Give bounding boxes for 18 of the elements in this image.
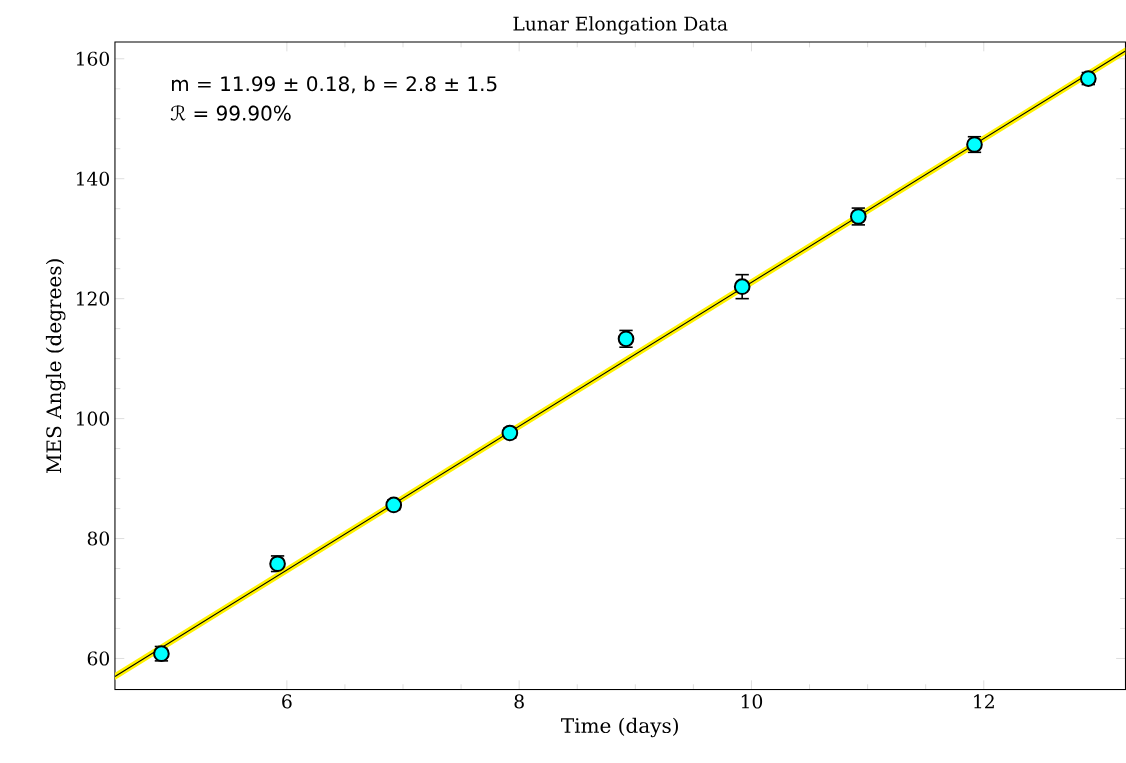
y-tick-label: 60 xyxy=(87,651,110,666)
point xyxy=(501,424,519,442)
x-tick-label: 6 xyxy=(282,694,292,709)
x-tick-label: 12 xyxy=(974,694,994,709)
y-axis-title: MES Angle (degrees) xyxy=(45,259,66,474)
point xyxy=(733,278,751,296)
y-tick-label: 120 xyxy=(76,291,110,306)
x-tick-label: 10 xyxy=(741,694,763,709)
x-axis-title: Time (days) xyxy=(561,717,678,738)
annotation: m = 11.99 ± 0.18, b = 2.8 ± 1.5 xyxy=(172,76,497,94)
y-tick-label: 80 xyxy=(87,531,110,546)
point xyxy=(385,496,403,514)
y-tick-label: 160 xyxy=(76,51,110,67)
x-tick-label: 8 xyxy=(514,694,524,709)
y-tick-label: 140 xyxy=(76,171,110,186)
annotation: ℛ = 99.90% xyxy=(170,105,291,121)
chart-title: Lunar Elongation Data xyxy=(513,16,728,35)
y-tick-label: 100 xyxy=(76,411,110,426)
